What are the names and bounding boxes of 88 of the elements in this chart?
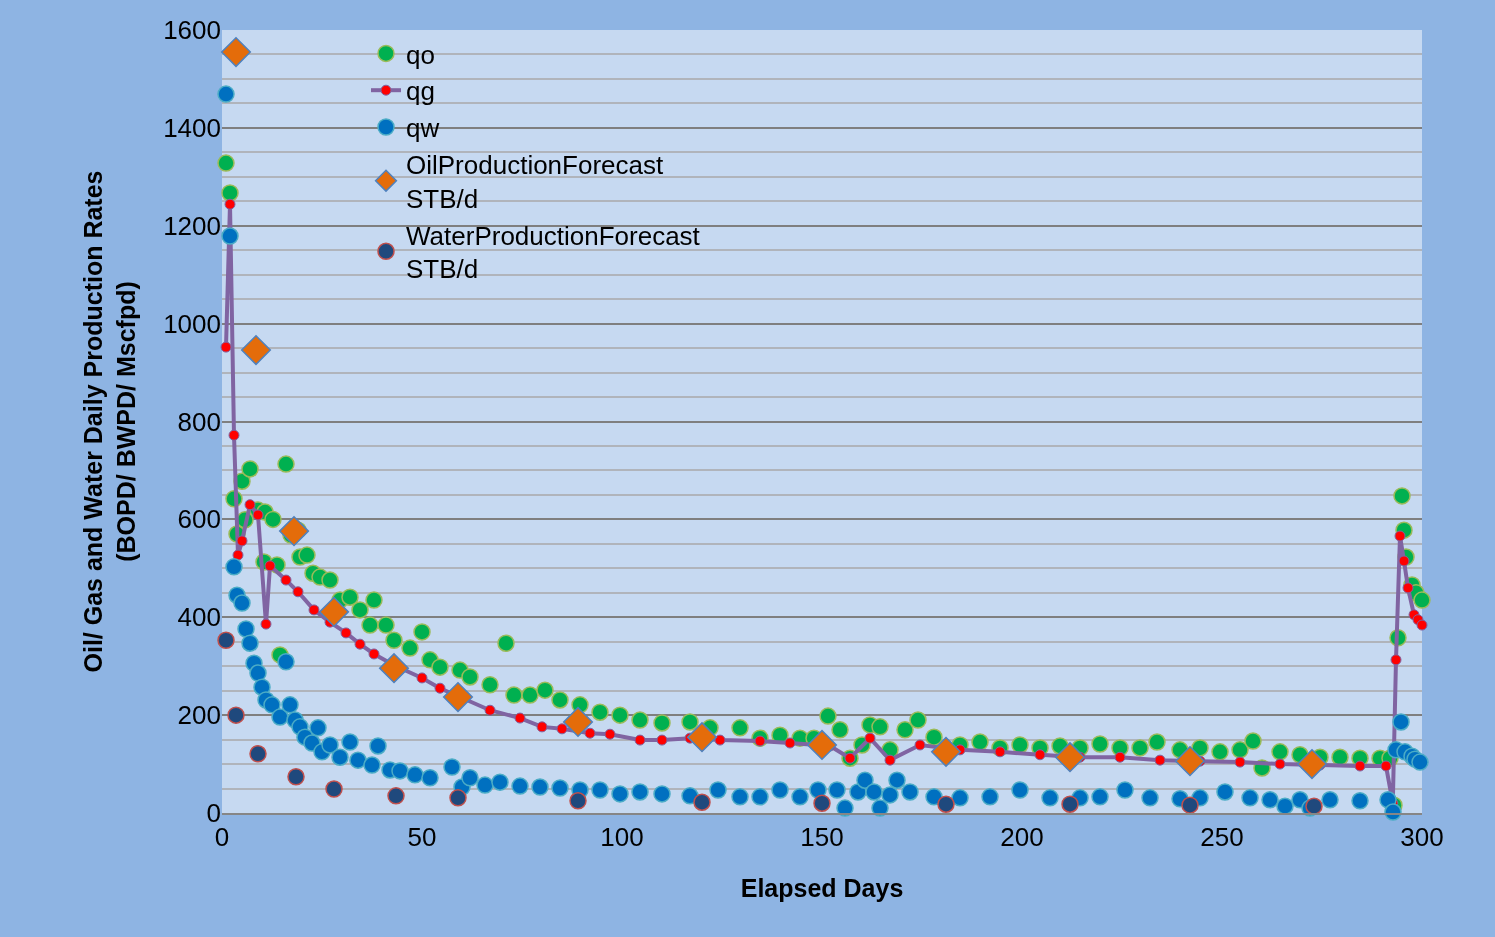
point	[220, 36, 252, 68]
point	[1390, 654, 1402, 666]
y-tick-label: 800	[177, 406, 221, 437]
point	[656, 734, 668, 746]
point	[556, 723, 568, 735]
point	[449, 789, 467, 807]
y-tick-label: 200	[177, 700, 221, 731]
point	[1034, 749, 1046, 761]
point	[260, 618, 272, 630]
point	[325, 780, 343, 798]
point	[416, 672, 428, 684]
legend-label: qw	[406, 113, 440, 144]
point	[278, 516, 310, 547]
point	[308, 604, 320, 616]
x-tick-label: 150	[800, 822, 844, 853]
point	[244, 499, 256, 511]
point	[686, 722, 718, 753]
x-tick-label: 300	[1400, 822, 1444, 853]
point	[1402, 582, 1414, 594]
point	[292, 586, 304, 598]
point	[217, 631, 235, 649]
x-tick-label: 100	[600, 822, 644, 853]
y-tick-label: 0	[206, 798, 221, 829]
x-tick-label: 250	[1200, 822, 1244, 853]
point	[434, 682, 446, 694]
point	[806, 729, 838, 761]
point	[884, 754, 896, 766]
point	[1234, 756, 1246, 768]
point	[562, 706, 594, 738]
point	[693, 793, 711, 811]
point	[536, 721, 548, 733]
legend-label: WaterProductionForecast STB/d	[406, 220, 701, 285]
point	[1305, 797, 1323, 815]
legend-label: qg	[406, 76, 435, 107]
point	[930, 736, 962, 767]
point	[1181, 796, 1199, 814]
y-tick-label: 1200	[163, 210, 221, 241]
point	[318, 596, 350, 627]
point	[442, 681, 474, 713]
point	[220, 341, 232, 353]
y-tick-label: 1600	[163, 15, 221, 46]
point	[236, 535, 248, 547]
legend-label: qo	[406, 39, 435, 70]
point	[387, 787, 405, 805]
point	[1114, 751, 1126, 763]
point	[813, 794, 831, 812]
point	[1154, 754, 1166, 766]
point	[914, 739, 926, 751]
point	[864, 732, 876, 744]
point	[240, 335, 272, 366]
point	[604, 728, 616, 740]
point	[368, 648, 380, 660]
point	[228, 429, 240, 441]
point	[1416, 619, 1428, 631]
point	[569, 792, 587, 810]
point	[264, 560, 276, 572]
point	[280, 574, 292, 586]
point	[378, 653, 410, 684]
legend-label: OilProductionForecast STB/d	[406, 149, 664, 214]
point	[1274, 758, 1286, 770]
x-tick-label: 200	[1000, 822, 1044, 853]
y-axis-title: Oil/ Gas and Water Daily Production Rates (BOPD/ BWPD/ Mscfpd)	[79, 170, 140, 673]
point	[1054, 742, 1086, 773]
point	[232, 549, 244, 561]
point	[227, 706, 245, 724]
point	[1296, 749, 1328, 780]
point	[1354, 760, 1366, 772]
point	[514, 712, 526, 724]
point	[714, 734, 726, 746]
x-axis-title: Elapsed Days	[740, 873, 904, 902]
point	[287, 768, 305, 786]
point	[1174, 746, 1206, 777]
point	[1061, 795, 1079, 813]
point	[354, 638, 366, 650]
point	[584, 727, 596, 739]
point	[1380, 760, 1392, 772]
x-tick-label: 50	[407, 822, 437, 853]
point	[784, 737, 796, 749]
y-tick-label: 1000	[163, 308, 221, 339]
y-tick-label: 600	[177, 504, 221, 535]
point	[937, 795, 955, 813]
point	[484, 704, 496, 716]
point	[249, 745, 267, 763]
point	[340, 627, 352, 639]
y-tick-label: 400	[177, 602, 221, 633]
point	[634, 734, 646, 746]
y-tick-label: 1400	[163, 112, 221, 143]
point	[224, 198, 236, 210]
